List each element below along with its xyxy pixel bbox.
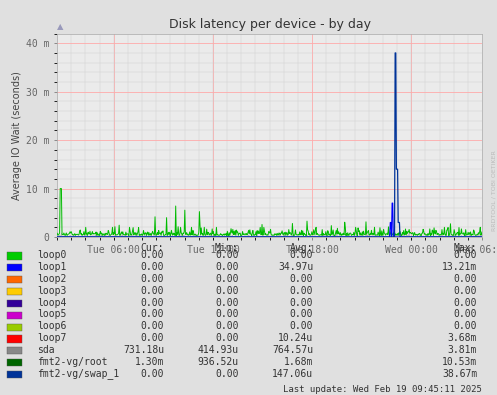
Text: loop3: loop3	[37, 286, 67, 296]
Text: 3.68m: 3.68m	[448, 333, 477, 343]
Text: fmt2-vg/swap_1: fmt2-vg/swap_1	[37, 368, 119, 379]
Text: 0.00: 0.00	[141, 262, 164, 272]
Text: 0.00: 0.00	[290, 250, 313, 260]
Text: 0.00: 0.00	[141, 333, 164, 343]
Text: 0.00: 0.00	[141, 297, 164, 308]
Text: 10.24u: 10.24u	[278, 333, 313, 343]
Text: loop1: loop1	[37, 262, 67, 272]
Text: Min:: Min:	[215, 243, 239, 253]
Text: 0.00: 0.00	[454, 274, 477, 284]
Text: 0.00: 0.00	[215, 297, 239, 308]
Text: Avg:: Avg:	[290, 243, 313, 253]
Text: 414.93u: 414.93u	[197, 345, 239, 355]
Text: loop2: loop2	[37, 274, 67, 284]
Text: 0.00: 0.00	[141, 250, 164, 260]
Text: 0.00: 0.00	[215, 250, 239, 260]
Text: Max:: Max:	[454, 243, 477, 253]
Title: Disk latency per device - by day: Disk latency per device - by day	[168, 18, 371, 31]
Text: loop7: loop7	[37, 333, 67, 343]
Text: 0.00: 0.00	[215, 369, 239, 379]
Text: loop4: loop4	[37, 297, 67, 308]
Text: fmt2-vg/root: fmt2-vg/root	[37, 357, 108, 367]
Text: 0.00: 0.00	[454, 250, 477, 260]
Text: 0.00: 0.00	[290, 274, 313, 284]
Text: 0.00: 0.00	[215, 262, 239, 272]
Text: 10.53m: 10.53m	[442, 357, 477, 367]
Text: 1.68m: 1.68m	[284, 357, 313, 367]
Text: RRDTOOL / TOBI OETIKER: RRDTOOL / TOBI OETIKER	[491, 150, 496, 231]
Text: 0.00: 0.00	[290, 297, 313, 308]
Text: 0.00: 0.00	[215, 333, 239, 343]
Text: 0.00: 0.00	[141, 274, 164, 284]
Text: 0.00: 0.00	[290, 286, 313, 296]
Text: 0.00: 0.00	[454, 297, 477, 308]
Text: 0.00: 0.00	[141, 369, 164, 379]
Text: 34.97u: 34.97u	[278, 262, 313, 272]
Text: 0.00: 0.00	[215, 321, 239, 331]
Text: 0.00: 0.00	[215, 309, 239, 320]
Text: 0.00: 0.00	[215, 274, 239, 284]
Text: 731.18u: 731.18u	[123, 345, 164, 355]
Text: 0.00: 0.00	[454, 286, 477, 296]
Text: loop0: loop0	[37, 250, 67, 260]
Text: 1.30m: 1.30m	[135, 357, 164, 367]
Text: 0.00: 0.00	[141, 309, 164, 320]
Text: 0.00: 0.00	[290, 309, 313, 320]
Text: 0.00: 0.00	[141, 321, 164, 331]
Text: 3.81m: 3.81m	[448, 345, 477, 355]
Text: 0.00: 0.00	[215, 286, 239, 296]
Text: 0.00: 0.00	[454, 321, 477, 331]
Text: loop6: loop6	[37, 321, 67, 331]
Text: 936.52u: 936.52u	[197, 357, 239, 367]
Y-axis label: Average IO Wait (seconds): Average IO Wait (seconds)	[12, 71, 22, 200]
Text: loop5: loop5	[37, 309, 67, 320]
Text: 147.06u: 147.06u	[272, 369, 313, 379]
Text: 764.57u: 764.57u	[272, 345, 313, 355]
Text: 0.00: 0.00	[141, 286, 164, 296]
Text: Last update: Wed Feb 19 09:45:11 2025: Last update: Wed Feb 19 09:45:11 2025	[283, 385, 482, 394]
Text: sda: sda	[37, 345, 55, 355]
Text: 13.21m: 13.21m	[442, 262, 477, 272]
Text: 0.00: 0.00	[454, 309, 477, 320]
Text: 38.67m: 38.67m	[442, 369, 477, 379]
Text: 0.00: 0.00	[290, 321, 313, 331]
Text: ▲: ▲	[57, 22, 64, 31]
Text: Cur:: Cur:	[141, 243, 164, 253]
